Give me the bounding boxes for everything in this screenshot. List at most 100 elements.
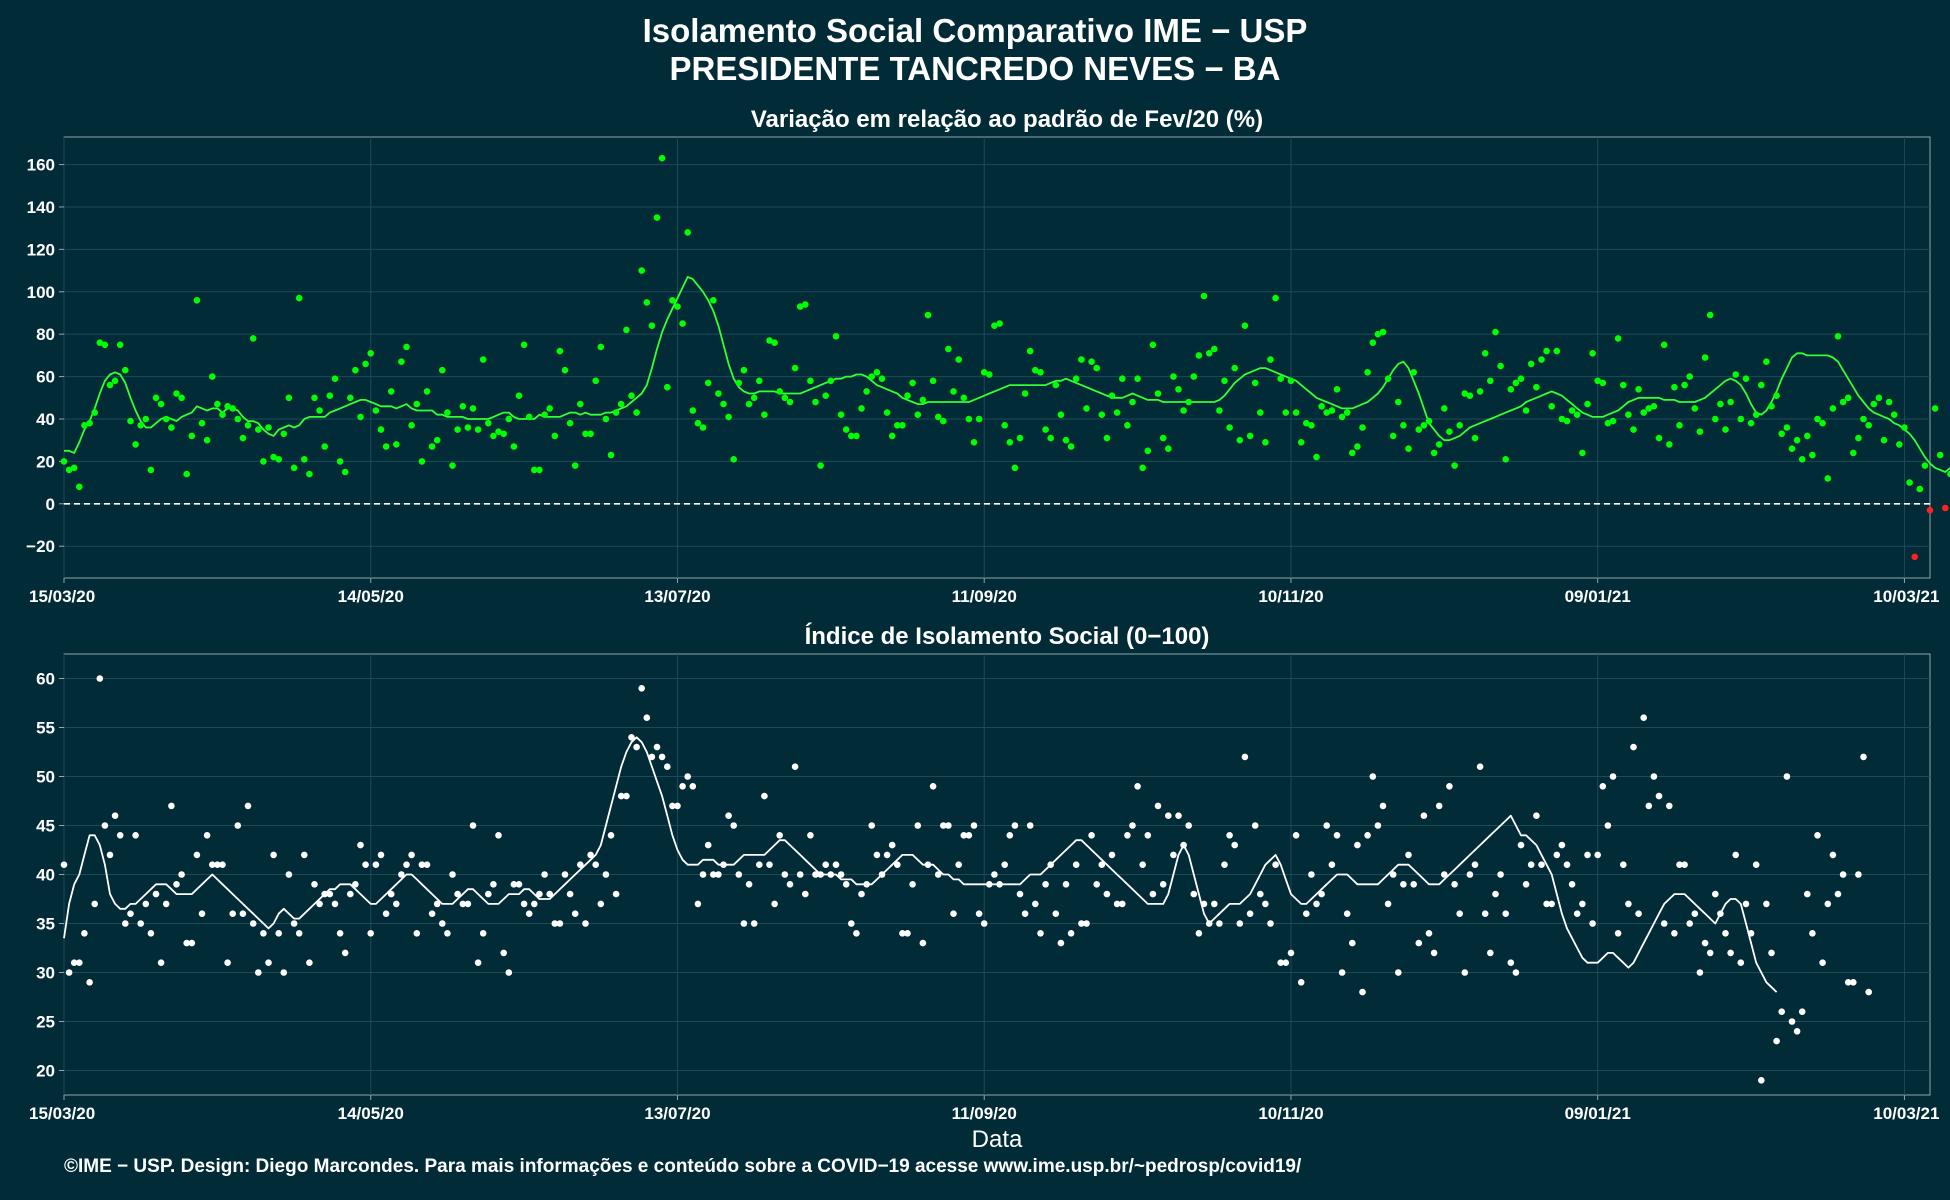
data-point — [147, 930, 155, 937]
y-tick-label: 20 — [36, 1062, 55, 1081]
data-point — [1604, 419, 1612, 427]
data-point — [290, 464, 298, 472]
data-point — [592, 861, 599, 868]
data-point — [664, 383, 671, 391]
footer-credit: ©IME − USP. Design: Diego Marcondes. Par… — [64, 1156, 1302, 1177]
data-point — [178, 871, 185, 878]
data-point — [1113, 409, 1121, 416]
data-point — [173, 881, 180, 888]
data-point — [1747, 419, 1755, 427]
data-point — [1558, 415, 1566, 423]
data-point — [270, 851, 277, 859]
data-point — [1497, 871, 1504, 878]
data-point — [1809, 451, 1816, 459]
data-point — [209, 861, 216, 868]
data-point — [725, 812, 732, 819]
data-point — [1451, 462, 1458, 469]
data-point — [1819, 959, 1826, 966]
data-point — [352, 366, 359, 374]
data-point — [1880, 436, 1888, 444]
data-point — [270, 453, 277, 461]
data-point — [1696, 428, 1704, 436]
data-point — [1573, 910, 1581, 917]
data-point — [975, 910, 983, 917]
data-point — [1936, 451, 1944, 459]
data-point — [802, 890, 809, 898]
data-point — [612, 890, 620, 898]
data-point — [582, 920, 589, 927]
data-point — [602, 871, 610, 878]
data-point — [326, 392, 334, 400]
y-tick-label: 160 — [27, 156, 55, 175]
data-point — [848, 920, 855, 927]
data-point — [1246, 432, 1254, 440]
data-point — [1257, 890, 1264, 898]
data-point — [750, 920, 758, 927]
data-point — [183, 470, 190, 478]
data-point — [786, 398, 794, 406]
data-point — [1359, 988, 1366, 996]
data-point — [1303, 910, 1310, 917]
data-point — [822, 861, 829, 868]
data-point — [1129, 822, 1136, 829]
data-point — [1149, 890, 1157, 898]
x-tick-label: 15/03/20 — [29, 587, 95, 606]
data-point — [1630, 743, 1637, 751]
data-point — [1890, 411, 1898, 419]
data-point — [725, 413, 732, 421]
data-point — [546, 890, 553, 898]
data-point — [464, 900, 472, 908]
data-point — [1144, 447, 1152, 455]
data-point — [1231, 841, 1238, 849]
data-point — [750, 394, 758, 402]
data-point — [1108, 392, 1116, 400]
data-point — [1078, 920, 1085, 927]
data-point — [1016, 890, 1024, 898]
data-point — [633, 743, 640, 751]
data-point — [638, 685, 645, 692]
data-point — [1640, 714, 1647, 721]
data-point — [643, 714, 651, 721]
data-point — [423, 388, 431, 395]
data-point — [1829, 851, 1837, 859]
data-point — [1379, 328, 1387, 336]
data-point — [1236, 920, 1244, 927]
data-point — [173, 390, 180, 397]
data-point — [1323, 822, 1330, 829]
data-point — [439, 366, 446, 374]
data-point — [1216, 920, 1223, 927]
data-point — [1855, 434, 1862, 442]
data-point — [1712, 890, 1719, 898]
data-point — [1527, 861, 1535, 868]
data-point — [188, 432, 196, 440]
data-point — [842, 426, 850, 433]
data-point — [899, 930, 906, 937]
data-point — [357, 841, 364, 849]
data-point — [229, 405, 236, 412]
data-point — [1502, 456, 1509, 463]
data-point — [914, 411, 922, 419]
data-point — [387, 890, 395, 898]
data-point — [1001, 422, 1008, 429]
data-point — [1149, 341, 1157, 349]
data-point — [1814, 832, 1821, 839]
data-point — [1067, 930, 1075, 937]
data-point — [761, 792, 768, 800]
data-point — [975, 415, 983, 423]
data-point — [439, 920, 446, 927]
data-point — [1216, 407, 1223, 414]
data-point — [1108, 851, 1116, 859]
data-point — [1037, 930, 1044, 937]
data-point — [1292, 409, 1300, 416]
data-point — [1783, 424, 1791, 431]
data-point — [1875, 394, 1883, 402]
data-point — [909, 881, 916, 888]
data-point — [1481, 910, 1489, 917]
data-point — [1308, 422, 1315, 429]
data-point — [1814, 415, 1821, 423]
data-point — [1257, 409, 1264, 416]
data-point — [1374, 822, 1382, 829]
data-point — [996, 320, 1003, 327]
data-point — [260, 458, 267, 465]
